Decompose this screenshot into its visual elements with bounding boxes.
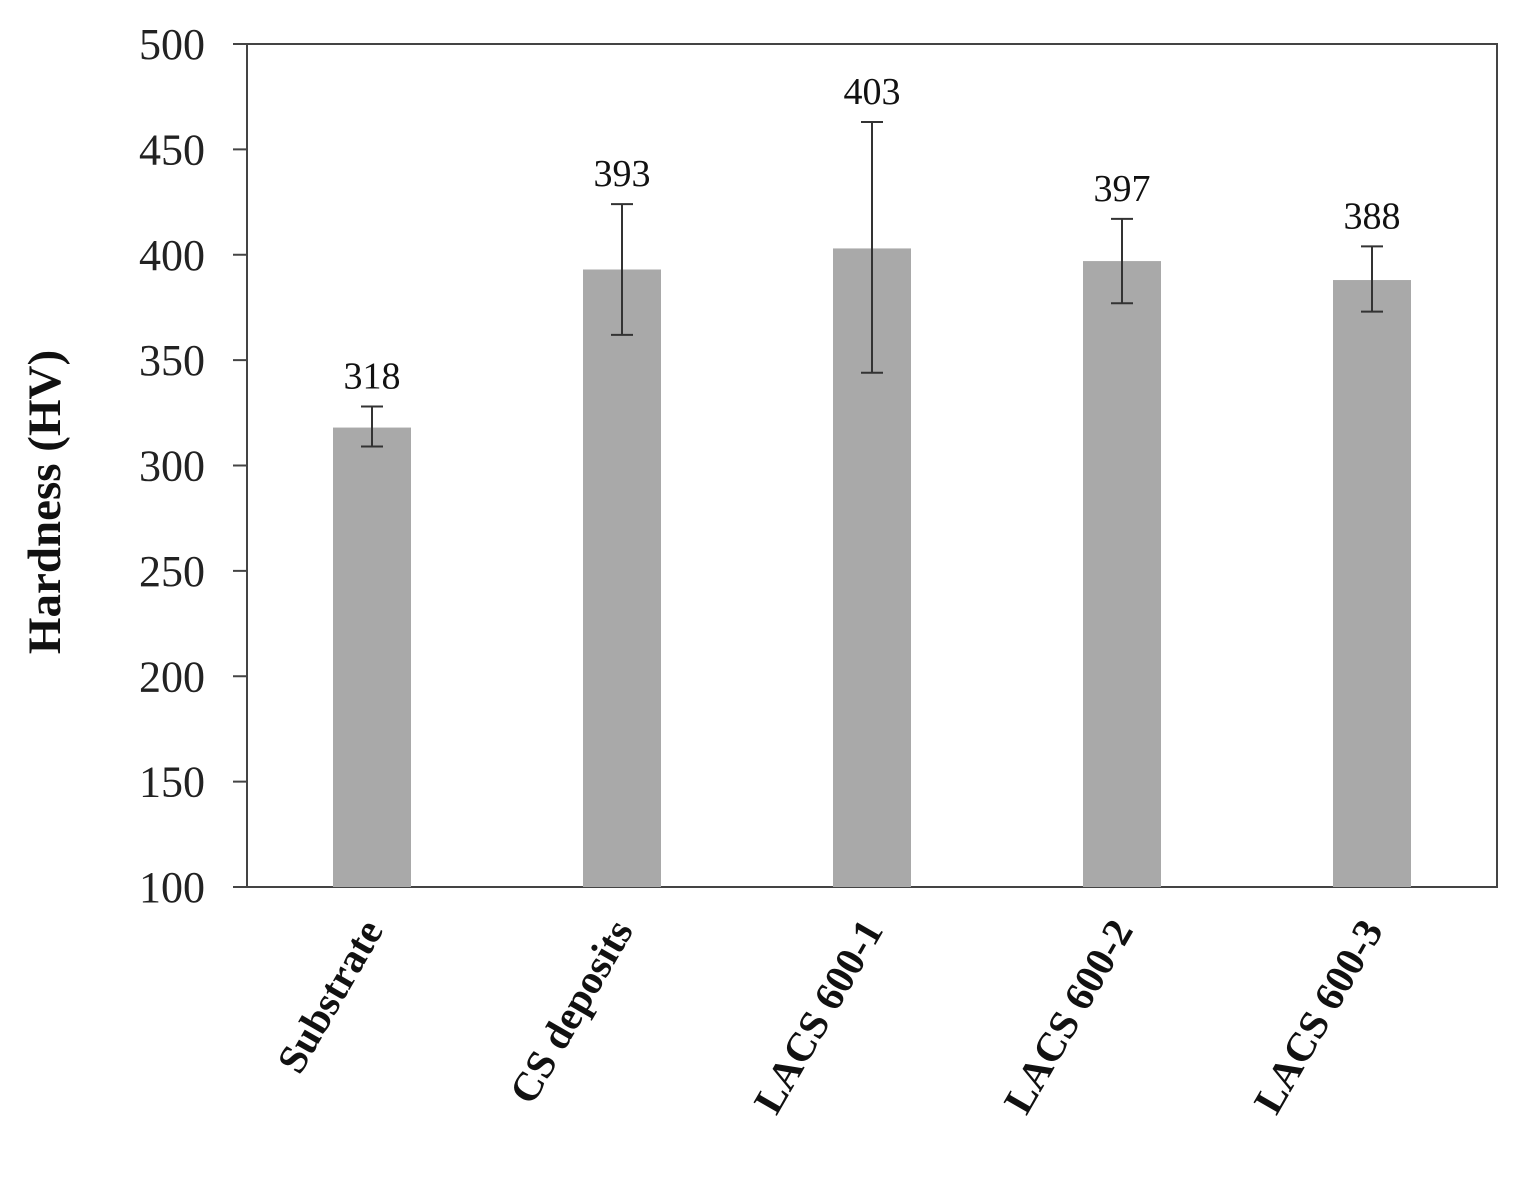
x-category-label: LACS 600-1: [744, 912, 891, 1121]
y-tick-label: 100: [139, 863, 205, 912]
y-tick-label: 200: [139, 652, 205, 701]
x-category-label: LACS 600-3: [1244, 912, 1391, 1121]
data-label: 393: [594, 153, 651, 195]
bar: [333, 427, 411, 887]
data-label: 403: [844, 71, 901, 113]
bar: [1083, 261, 1161, 887]
y-axis: 100 150 200 250 300 350 400 450 500: [139, 20, 247, 912]
y-tick-label: 300: [139, 442, 205, 491]
data-label: 318: [344, 355, 401, 397]
y-tick-label: 450: [139, 125, 205, 174]
x-category-label: LACS 600-2: [994, 912, 1141, 1121]
data-label: 397: [1094, 168, 1151, 210]
y-tick-label: 250: [139, 547, 205, 596]
y-tick-label: 150: [139, 758, 205, 807]
data-label: 388: [1344, 195, 1401, 237]
y-axis-title: Hardness (HV): [19, 350, 71, 654]
y-tick-label: 400: [139, 231, 205, 280]
y-tick-label: 350: [139, 336, 205, 385]
y-tick-label: 500: [139, 20, 205, 69]
x-category-label: Substrate: [268, 912, 392, 1081]
data-labels: 318 393 403 397 388: [344, 71, 1401, 398]
error-bars: [361, 120, 1383, 448]
bar: [583, 269, 661, 887]
bar: [1333, 280, 1411, 887]
x-axis-categories: Substrate CS deposits LACS 600-1 LACS 600-2…: [268, 912, 1392, 1121]
x-category-label: CS deposits: [500, 912, 642, 1112]
